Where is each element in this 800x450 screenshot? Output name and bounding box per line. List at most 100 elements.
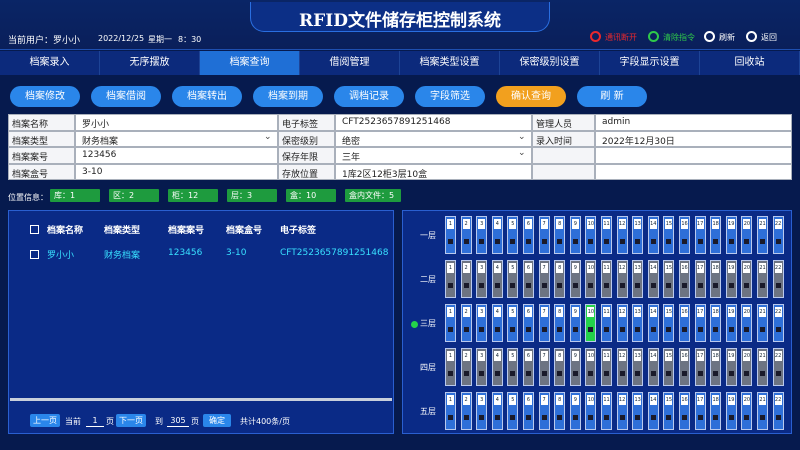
file-box[interactable]: 7 [538, 260, 550, 298]
file-box[interactable]: 18 [710, 348, 722, 386]
list-cell[interactable]: CFT2523657891251468 [280, 248, 389, 258]
file-box[interactable]: 6 [523, 304, 534, 342]
file-box[interactable]: 2 [460, 260, 472, 298]
file-box[interactable]: 4 [491, 392, 503, 430]
file-box[interactable]: 1 [445, 392, 456, 430]
page-input[interactable]: 1 [86, 414, 104, 427]
file-box[interactable]: 8 [554, 392, 566, 430]
file-box[interactable]: 21 [757, 392, 768, 430]
action-label[interactable]: 刷新 [719, 33, 735, 42]
file-box[interactable]: 19 [725, 304, 737, 342]
file-box[interactable]: 16 [679, 260, 690, 298]
action-button[interactable]: 字段筛选 [415, 86, 485, 107]
file-box[interactable]: 19 [725, 348, 737, 386]
file-box[interactable]: 15 [663, 392, 675, 430]
list-cell[interactable]: 123456 [168, 248, 203, 258]
file-box[interactable]: 9 [569, 260, 581, 298]
file-box[interactable]: 11 [601, 304, 612, 342]
nav-tab[interactable]: 保密级别设置 [500, 51, 600, 75]
action-button[interactable]: 调档记录 [334, 86, 404, 107]
form-value-cell[interactable]: admin [595, 114, 792, 131]
file-box[interactable]: 11 [601, 260, 612, 298]
file-box[interactable]: 6 [523, 348, 534, 386]
action-label[interactable]: 清除指令 [663, 33, 695, 42]
file-box[interactable]: 5 [507, 260, 519, 298]
action-button[interactable]: 档案修改 [10, 86, 80, 107]
file-box[interactable]: 22 [772, 304, 784, 342]
file-box[interactable]: 16 [679, 348, 690, 386]
action-label[interactable]: 通讯断开 [605, 33, 637, 42]
file-box[interactable]: 9 [569, 304, 581, 342]
action-icon[interactable] [648, 31, 659, 42]
file-box[interactable]: 8 [554, 348, 566, 386]
file-box[interactable]: 1 [445, 348, 456, 386]
file-box[interactable]: 14 [647, 216, 659, 254]
file-box[interactable]: 10 [585, 216, 597, 254]
action-button[interactable]: 档案借阅 [91, 86, 161, 107]
file-box[interactable]: 21 [757, 304, 768, 342]
file-box[interactable]: 10 [585, 348, 597, 386]
action-icon[interactable] [590, 31, 601, 42]
file-box[interactable]: 9 [569, 392, 581, 430]
file-box[interactable]: 15 [663, 216, 675, 254]
file-box[interactable]: 4 [491, 304, 503, 342]
file-box[interactable]: 4 [491, 216, 503, 254]
file-box[interactable]: 1 [445, 304, 456, 342]
form-value-cell[interactable]: 财务档案 [75, 130, 278, 147]
file-box[interactable]: 12 [616, 216, 628, 254]
file-box[interactable]: 12 [616, 260, 628, 298]
file-box[interactable]: 7 [538, 216, 550, 254]
file-box[interactable]: 19 [725, 392, 737, 430]
action-button[interactable]: 刷 新 [577, 86, 647, 107]
file-box[interactable]: 9 [569, 348, 581, 386]
file-box[interactable]: 20 [741, 304, 753, 342]
nav-tab[interactable]: 档案查询 [200, 51, 300, 75]
nav-tab[interactable]: 字段显示设置 [600, 51, 700, 75]
file-box[interactable]: 3 [476, 304, 488, 342]
file-box[interactable]: 17 [694, 304, 706, 342]
form-value-cell[interactable]: 3-10 [75, 163, 278, 180]
form-value-cell[interactable]: 罗小小 [75, 114, 278, 131]
checkbox[interactable] [30, 250, 39, 259]
file-box[interactable]: 3 [476, 348, 488, 386]
file-box[interactable]: 18 [710, 304, 722, 342]
file-box[interactable]: 12 [616, 392, 628, 430]
file-box[interactable]: 14 [647, 304, 659, 342]
form-value-cell[interactable]: 1库2区12柜3层10盒 [335, 163, 532, 180]
file-box[interactable]: 13 [632, 216, 644, 254]
file-box[interactable]: 18 [710, 260, 722, 298]
file-box[interactable]: 8 [554, 260, 566, 298]
file-box[interactable]: 4 [491, 348, 503, 386]
file-box[interactable]: 9 [569, 216, 581, 254]
file-box[interactable]: 5 [507, 348, 519, 386]
action-button[interactable]: 档案转出 [172, 86, 242, 107]
file-box[interactable]: 22 [772, 348, 784, 386]
file-box[interactable]: 14 [647, 348, 659, 386]
file-box[interactable]: 18 [710, 392, 722, 430]
file-box[interactable]: 21 [757, 260, 768, 298]
nav-tab[interactable]: 无序摆放 [100, 51, 200, 75]
file-box[interactable]: 6 [523, 392, 534, 430]
file-box[interactable]: 16 [679, 392, 690, 430]
file-box[interactable]: 10 [585, 392, 597, 430]
page-button[interactable]: 确定 [203, 414, 231, 427]
list-cell[interactable]: 3-10 [226, 248, 247, 258]
file-box[interactable]: 15 [663, 260, 675, 298]
nav-tab[interactable]: 借阅管理 [300, 51, 400, 75]
nav-tab[interactable]: 回收站 [700, 51, 800, 75]
file-box[interactable]: 16 [679, 304, 690, 342]
file-box[interactable]: 10 [585, 304, 597, 342]
file-box[interactable]: 15 [663, 348, 675, 386]
file-box[interactable]: 19 [725, 260, 737, 298]
file-box[interactable]: 17 [694, 260, 706, 298]
action-icon[interactable] [746, 31, 757, 42]
form-value-cell[interactable]: 三年 [335, 147, 532, 164]
file-box[interactable]: 13 [632, 304, 644, 342]
page-button[interactable]: 上一页 [30, 414, 60, 427]
file-box[interactable]: 22 [772, 216, 784, 254]
file-box[interactable]: 6 [523, 260, 534, 298]
form-value-cell[interactable]: CFT2523657891251468 [335, 114, 532, 131]
file-box[interactable]: 1 [445, 260, 456, 298]
form-value-cell[interactable]: 绝密 [335, 130, 532, 147]
file-box[interactable]: 11 [601, 392, 612, 430]
